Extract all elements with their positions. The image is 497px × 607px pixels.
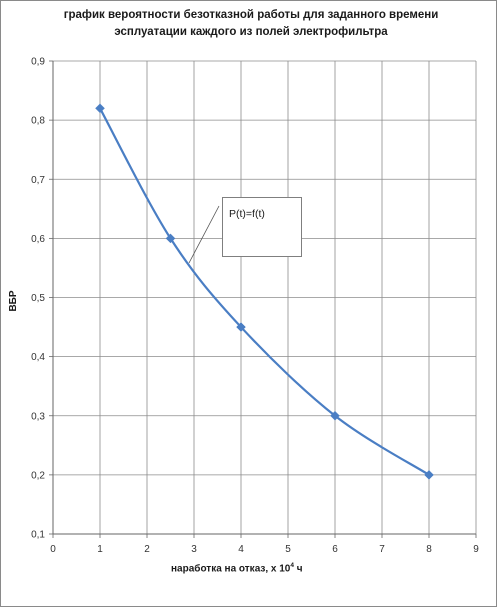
x-tick-label: 5 <box>285 544 291 555</box>
x-tick-label: 6 <box>332 544 338 555</box>
callout-text: P(t)=f(t) <box>229 208 265 220</box>
tick-labels: 0,1 0,2 0,3 0,4 0,5 0,6 0,7 0,8 0,9 0 1 2 3 4 5 6 7 8 9 <box>31 57 479 556</box>
y-tick-label: 0,6 <box>31 234 45 245</box>
chart-title-line-1: график вероятности безотказной работы дл… <box>63 9 439 21</box>
y-tick-label: 0,8 <box>31 116 45 127</box>
x-tick-label: 3 <box>191 544 197 555</box>
data-point-marker <box>95 103 105 114</box>
x-tick-label: 7 <box>379 544 385 555</box>
chart-title-line-2: эсплуатации каждого из полей электрофиль… <box>114 26 388 38</box>
callout-box: P(t)=f(t) <box>222 197 302 257</box>
x-axis-title-exponent: 4 <box>290 562 294 569</box>
series <box>95 103 434 480</box>
x-tick-label: 0 <box>50 544 56 555</box>
data-point-marker <box>236 322 246 332</box>
grid <box>53 60 477 534</box>
y-tick-label: 0,9 <box>31 57 45 68</box>
x-axis-title-main: наработка на отказ, х 10 <box>171 563 291 575</box>
y-tick-label: 0,3 <box>31 411 45 422</box>
x-tick-label: 9 <box>473 544 479 555</box>
x-tick-label: 1 <box>97 544 103 555</box>
y-tick-label: 0,1 <box>31 530 45 541</box>
data-point-marker <box>424 470 434 480</box>
x-tick-label: 2 <box>144 544 150 555</box>
y-tick-label: 0,4 <box>31 352 45 363</box>
chart-title: график вероятности безотказной работы дл… <box>61 7 441 41</box>
data-point-marker <box>165 233 176 244</box>
data-point-marker <box>330 410 340 421</box>
x-axis-title-unit: ч <box>294 563 303 575</box>
x-tick-label: 8 <box>426 544 432 555</box>
x-tick-label: 4 <box>238 544 244 555</box>
series-line <box>99 107 430 476</box>
y-axis-title: ВБР <box>8 290 19 311</box>
callout-leader <box>188 205 220 264</box>
y-tick-label: 0,2 <box>31 470 45 481</box>
axes <box>49 60 477 538</box>
y-tick-label: 0,5 <box>31 293 45 304</box>
y-tick-label: 0,7 <box>31 175 45 186</box>
x-axis-title: наработка на отказ, х 104 ч <box>171 562 411 574</box>
